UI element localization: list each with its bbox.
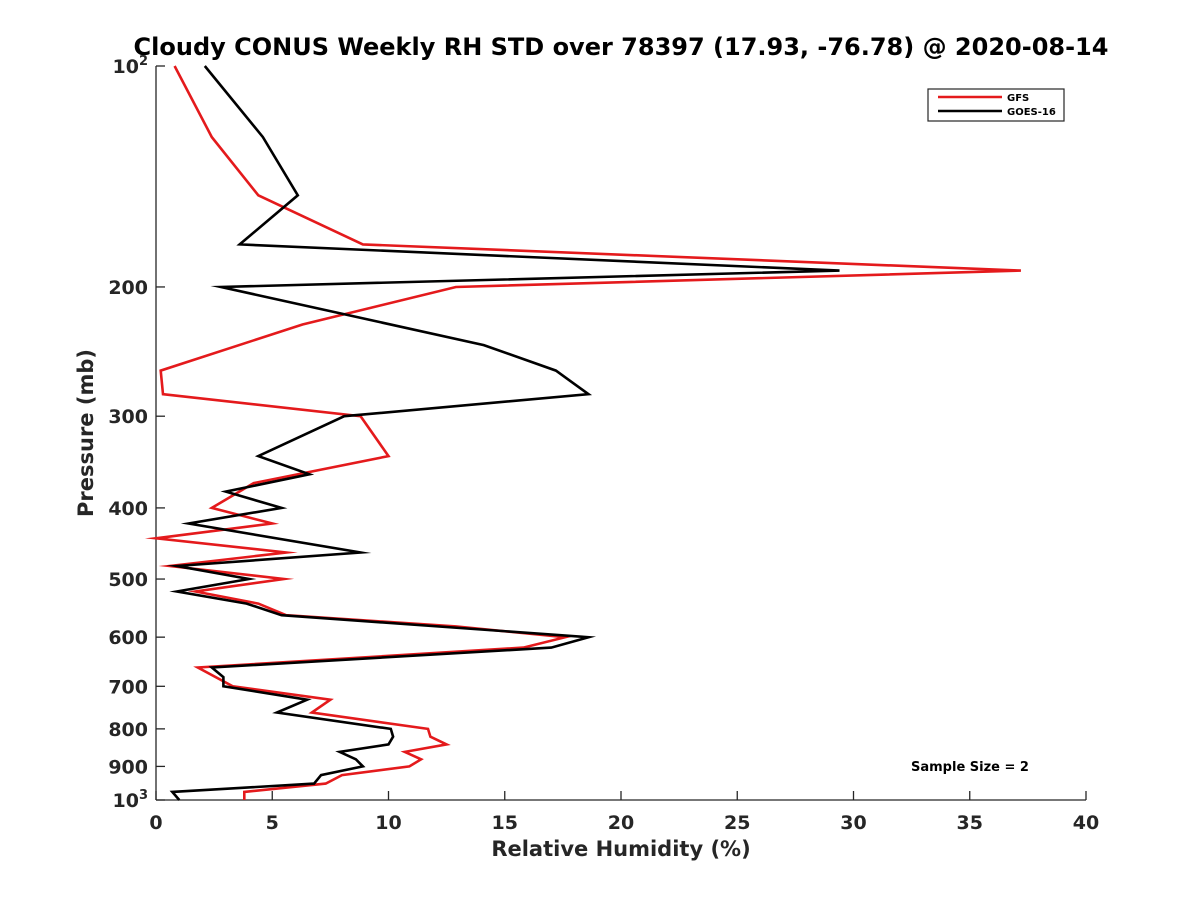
legend: GFS GOES-16 [927, 88, 1065, 122]
series-line-goes-16 [166, 65, 840, 801]
y-tick-label: 500 [108, 569, 148, 591]
x-tick-label: 5 [266, 812, 279, 834]
x-tick-label: 15 [492, 812, 518, 834]
y-tick-label: 600 [108, 627, 148, 649]
x-tick-label: 30 [840, 812, 866, 834]
chart-title: Cloudy CONUS Weekly RH STD over 78397 (1… [134, 33, 1109, 61]
y-tick-label: 300 [108, 406, 148, 428]
x-ticks: 0 5 10 15 20 25 30 35 40 [149, 791, 1099, 834]
legend-label-gfs: GFS [1007, 93, 1029, 104]
x-tick-label: 20 [608, 812, 634, 834]
y-tick-label: 900 [108, 756, 148, 778]
series-layer [144, 65, 1021, 801]
x-tick-label: 25 [724, 812, 750, 834]
y-tick-label: 800 [108, 719, 148, 741]
y-axis-label: Pressure (mb) [74, 349, 98, 517]
x-axis-label: Relative Humidity (%) [491, 837, 750, 861]
y-ticks: 102 200 300 400 500 600 700 800 900 103 [108, 54, 165, 812]
y-tick-label: 103 [113, 788, 149, 812]
y-tick-label: 102 [113, 54, 149, 78]
x-tick-label: 40 [1073, 812, 1099, 834]
y-tick-label: 400 [108, 498, 148, 520]
y-tick-label: 700 [108, 676, 148, 698]
y-tick-label: 200 [108, 277, 148, 299]
x-tick-label: 10 [375, 812, 401, 834]
sample-size-annotation: Sample Size = 2 [911, 760, 1029, 775]
legend-label-goes-16: GOES-16 [1007, 107, 1056, 118]
x-tick-label: 35 [957, 812, 983, 834]
series-line-gfs [144, 65, 1021, 800]
legend-box [927, 88, 1065, 122]
x-tick-label: 0 [149, 812, 162, 834]
